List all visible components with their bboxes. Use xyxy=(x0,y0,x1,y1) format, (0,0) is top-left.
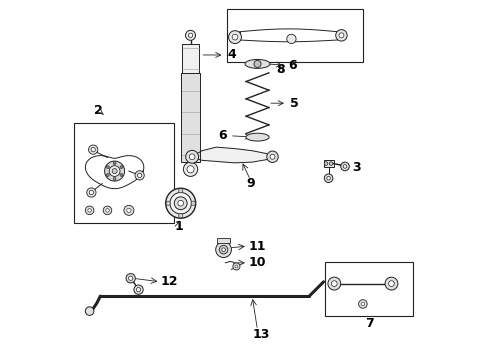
Circle shape xyxy=(166,201,171,205)
Circle shape xyxy=(120,166,123,168)
Circle shape xyxy=(91,148,96,152)
Circle shape xyxy=(87,188,96,197)
Circle shape xyxy=(106,174,109,176)
Circle shape xyxy=(287,34,296,44)
Ellipse shape xyxy=(245,59,270,68)
Text: 6: 6 xyxy=(219,129,250,142)
Circle shape xyxy=(324,174,333,183)
Bar xyxy=(323,159,334,167)
Circle shape xyxy=(187,166,194,173)
Text: 6: 6 xyxy=(269,59,296,72)
Circle shape xyxy=(136,288,141,292)
Circle shape xyxy=(178,213,183,218)
Circle shape xyxy=(134,285,143,294)
Circle shape xyxy=(126,274,135,283)
Circle shape xyxy=(327,176,330,180)
Circle shape xyxy=(183,162,197,176)
Polygon shape xyxy=(192,147,272,163)
Text: 12: 12 xyxy=(161,275,178,288)
Circle shape xyxy=(89,190,94,195)
Circle shape xyxy=(112,168,117,174)
Text: 3: 3 xyxy=(352,161,361,174)
Text: 1: 1 xyxy=(174,220,183,233)
Circle shape xyxy=(85,206,94,215)
Circle shape xyxy=(109,166,120,176)
Circle shape xyxy=(178,201,184,206)
Text: 11: 11 xyxy=(248,240,266,253)
Circle shape xyxy=(106,208,109,212)
Circle shape xyxy=(135,171,144,180)
Text: 8: 8 xyxy=(276,63,285,76)
Circle shape xyxy=(170,193,192,214)
Circle shape xyxy=(88,208,92,212)
Circle shape xyxy=(385,277,398,290)
Circle shape xyxy=(189,154,195,159)
Circle shape xyxy=(186,150,198,163)
Text: 10: 10 xyxy=(248,256,266,269)
Text: 7: 7 xyxy=(365,317,373,330)
Circle shape xyxy=(389,281,394,287)
Circle shape xyxy=(103,206,112,215)
Circle shape xyxy=(124,205,134,215)
Circle shape xyxy=(343,165,347,168)
Circle shape xyxy=(267,151,278,162)
Circle shape xyxy=(341,162,349,171)
Text: 4: 4 xyxy=(203,49,236,62)
Circle shape xyxy=(188,33,193,37)
Bar xyxy=(217,238,230,243)
Text: 13: 13 xyxy=(252,328,270,341)
Circle shape xyxy=(186,30,196,40)
Ellipse shape xyxy=(246,133,269,141)
Bar xyxy=(227,9,363,62)
Circle shape xyxy=(232,34,238,40)
Circle shape xyxy=(127,208,131,212)
Circle shape xyxy=(254,60,261,67)
Circle shape xyxy=(106,166,109,168)
Circle shape xyxy=(222,248,225,251)
Circle shape xyxy=(359,300,367,308)
Circle shape xyxy=(191,201,196,205)
Circle shape xyxy=(361,302,365,306)
Circle shape xyxy=(104,161,124,181)
Circle shape xyxy=(174,197,187,210)
Circle shape xyxy=(331,281,337,287)
Circle shape xyxy=(328,277,341,290)
Circle shape xyxy=(329,162,333,165)
Bar xyxy=(325,262,413,316)
Circle shape xyxy=(113,177,116,180)
Text: 2: 2 xyxy=(94,104,103,117)
Circle shape xyxy=(336,30,347,41)
Text: 5: 5 xyxy=(271,97,298,110)
Circle shape xyxy=(270,154,275,159)
Circle shape xyxy=(228,31,242,44)
Circle shape xyxy=(220,246,228,254)
Bar xyxy=(182,44,198,73)
Circle shape xyxy=(324,162,328,165)
Bar xyxy=(181,73,200,162)
Circle shape xyxy=(85,307,94,315)
Circle shape xyxy=(339,33,344,38)
Circle shape xyxy=(120,174,123,176)
Circle shape xyxy=(178,189,183,193)
Circle shape xyxy=(216,242,231,257)
Circle shape xyxy=(233,263,240,270)
Circle shape xyxy=(89,145,98,154)
Circle shape xyxy=(166,188,196,218)
Bar xyxy=(74,123,173,223)
Circle shape xyxy=(128,276,133,280)
Circle shape xyxy=(113,162,116,165)
Text: 9: 9 xyxy=(246,177,255,190)
Circle shape xyxy=(235,265,238,268)
Circle shape xyxy=(138,173,142,177)
